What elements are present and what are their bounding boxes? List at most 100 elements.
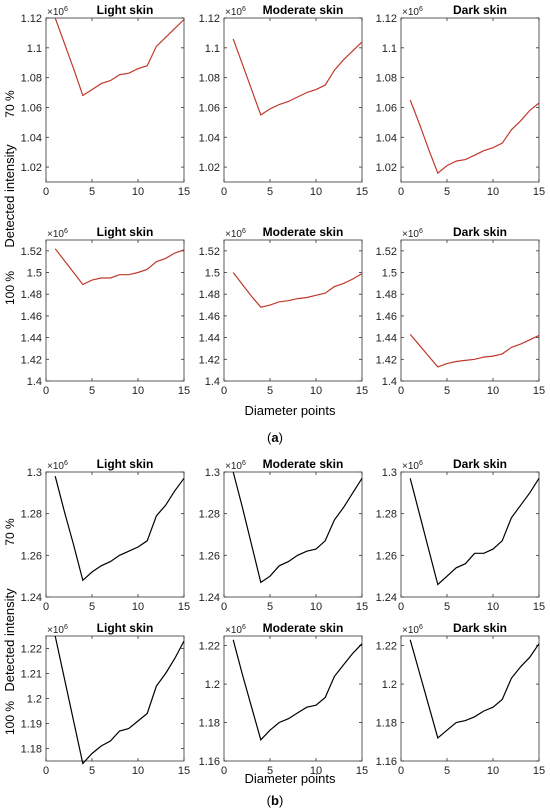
exponent-power: 6 — [64, 228, 68, 235]
axes-frame — [223, 471, 363, 598]
x-tick-label: 10 — [487, 601, 499, 613]
y-tick-label: 1.44 — [21, 333, 42, 345]
x-tick-label: 15 — [356, 186, 368, 198]
y-tick-label: 1.28 — [199, 509, 220, 521]
y-tick-label: 1.08 — [199, 73, 220, 85]
panel-a-100-moderate-skin: 1.4 1.42 1.44 1.46 1.48 1.5 1.52 0 5 10 15 ×106 Mode… — [199, 225, 369, 397]
series-line — [54, 476, 185, 582]
y-tick-label: 1.12 — [199, 13, 220, 25]
exponent-power: 6 — [64, 6, 68, 13]
panel-a-70-dark-skin: 1.02 1.04 1.06 1.08 1.1 1.12 0 5 10 15 ×106 Dark sk… — [376, 3, 546, 198]
panel-b-100-light-skin: 1.18 1.19 1.2 1.21 1.22 0 5 10 15 ×106 Light skin — [21, 621, 191, 777]
panel-a-caption: (a) — [267, 430, 283, 445]
y-tick-label: 1.12 — [21, 13, 42, 25]
panel-a-100-light-skin: 1.4 1.42 1.44 1.46 1.48 1.5 1.52 0 5 10 15 ×106 Ligh… — [21, 225, 191, 397]
y-tick-label: 1.2 — [382, 679, 397, 691]
panel-a-caption-open: ( — [267, 430, 272, 445]
y-tick-label: 1.4 — [27, 376, 42, 388]
subplot-title: Light skin — [97, 457, 154, 471]
y-tick-label: 1.04 — [376, 132, 397, 144]
y-exponent-label: ×106 — [47, 228, 68, 240]
axes-frame — [45, 635, 185, 762]
exponent-power: 6 — [419, 624, 423, 631]
panel-a-70-light-skin: 1.02 1.04 1.06 1.08 1.1 1.12 0 5 10 15 ×106 Light s… — [21, 3, 191, 198]
row-label-b-70: 70 % — [3, 518, 17, 546]
x-tick-label: 0 — [398, 765, 404, 777]
y-tick-label: 1.26 — [376, 550, 397, 562]
x-tick-label: 0 — [43, 186, 49, 198]
y-tick-label: 1.44 — [376, 333, 397, 345]
subplot-title: Moderate skin — [263, 457, 344, 471]
y-tick-label: 1.44 — [199, 333, 220, 345]
series-line — [54, 635, 185, 765]
axes-frame — [45, 239, 185, 382]
axes-frame — [400, 635, 540, 762]
x-tick-label: 10 — [132, 601, 144, 613]
y-tick-label: 1.24 — [21, 592, 42, 604]
y-exponent-label: ×106 — [402, 6, 423, 18]
panel-b-caption-letter: b — [271, 793, 279, 808]
y-tick-label: 1.1 — [382, 43, 397, 55]
y-exponent-label: ×106 — [47, 460, 68, 472]
y-tick-label: 1.4 — [382, 376, 397, 388]
y-tick-label: 1.18 — [199, 718, 220, 730]
y-exponent-label: ×106 — [402, 624, 423, 636]
x-tick-label: 10 — [310, 765, 322, 777]
panel-b-70-light-skin: 1.24 1.26 1.28 1.3 0 5 10 15 ×106 Light skin — [21, 457, 191, 613]
y-tick-label: 1.02 — [199, 162, 220, 174]
subplot-title: Dark skin — [453, 225, 507, 239]
x-tick-label: 5 — [267, 601, 273, 613]
y-tick-label: 1.2 — [27, 694, 42, 706]
y-tick-label: 1.06 — [21, 102, 42, 114]
y-tick-label: 1.48 — [199, 289, 220, 301]
exponent-power: 6 — [419, 6, 423, 13]
x-tick-label: 5 — [89, 601, 95, 613]
y-tick-label: 1.1 — [205, 43, 220, 55]
exponent-power: 6 — [419, 228, 423, 235]
exponent-power: 6 — [242, 460, 246, 467]
x-tick-label: 15 — [533, 186, 545, 198]
subplot-title: Dark skin — [453, 3, 507, 17]
x-tick-label: 5 — [267, 765, 273, 777]
panel-b-70-dark-skin: 1.24 1.26 1.28 1.3 0 5 10 15 ×106 Dark skin — [376, 457, 546, 613]
y-tick-label: 1.16 — [199, 756, 220, 768]
x-tick-label: 0 — [398, 385, 404, 397]
subplot-title: Moderate skin — [263, 3, 344, 17]
subplot-title: Light skin — [97, 621, 154, 635]
y-tick-label: 1.28 — [376, 509, 397, 521]
panel-a-caption-close: ) — [279, 430, 283, 445]
y-tick-label: 1.18 — [376, 718, 397, 730]
x-tick-label: 10 — [487, 765, 499, 777]
x-tick-label: 0 — [221, 385, 227, 397]
exponent-base: ×10 — [47, 461, 64, 472]
axes-frame — [45, 17, 185, 183]
x-tick-label: 5 — [444, 186, 450, 198]
y-tick-label: 1.04 — [199, 132, 220, 144]
exponent-base: ×10 — [402, 625, 419, 636]
y-exponent-label: ×106 — [225, 460, 246, 472]
y-tick-label: 1.24 — [199, 592, 220, 604]
y-tick-label: 1.02 — [21, 162, 42, 174]
series-line — [409, 99, 540, 175]
subplot-title: Dark skin — [453, 621, 507, 635]
x-tick-label: 10 — [310, 601, 322, 613]
y-exponent-label: ×106 — [225, 624, 246, 636]
y-tick-label: 1.28 — [21, 509, 42, 521]
x-tick-label: 5 — [267, 385, 273, 397]
axes-frame — [223, 635, 363, 762]
x-tick-label: 15 — [356, 765, 368, 777]
panel-b-caption-open: ( — [267, 793, 272, 808]
series-line — [409, 639, 540, 739]
y-tick-label: 1.46 — [376, 311, 397, 323]
exponent-base: ×10 — [225, 461, 242, 472]
x-tick-label: 0 — [43, 601, 49, 613]
exponent-base: ×10 — [47, 7, 64, 18]
y-exponent-label: ×106 — [47, 624, 68, 636]
y-exponent-label: ×106 — [225, 6, 246, 18]
exponent-power: 6 — [64, 460, 68, 467]
x-axis-label-a: Diameter points — [244, 403, 336, 418]
y-tick-label: 1.22 — [21, 644, 42, 656]
subplot-title: Moderate skin — [263, 621, 344, 635]
y-tick-label: 1.02 — [376, 162, 397, 174]
x-tick-label: 5 — [444, 385, 450, 397]
